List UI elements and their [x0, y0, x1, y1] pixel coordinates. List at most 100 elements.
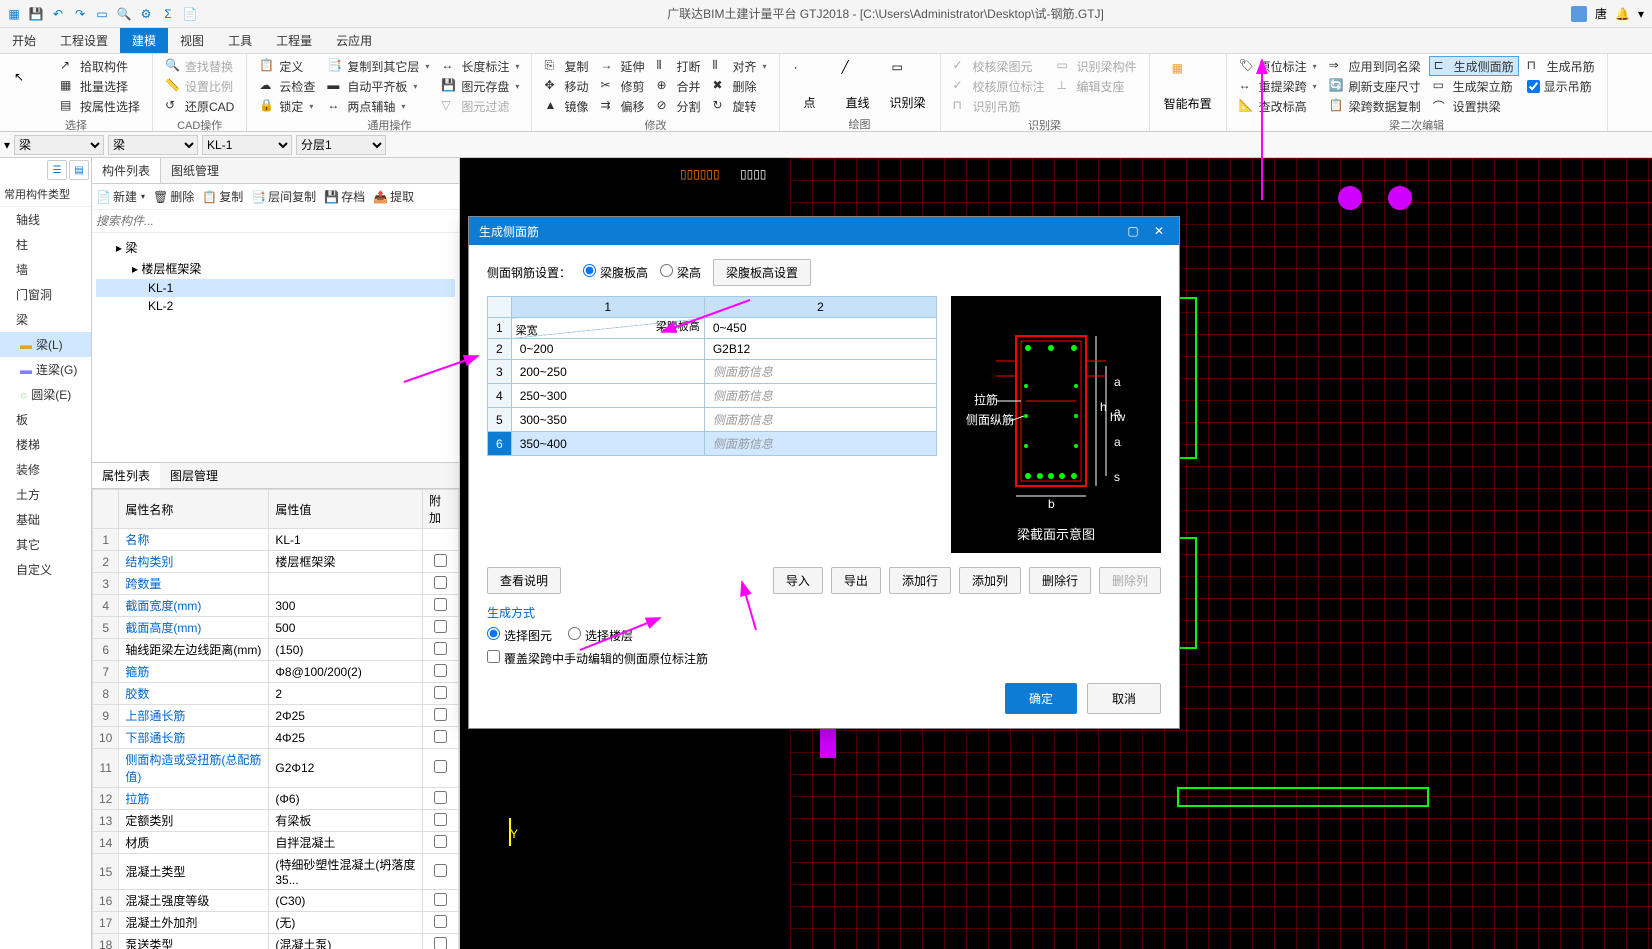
lock[interactable]: 🔒锁定▾ — [255, 96, 319, 116]
merge[interactable]: ⊕合并 — [652, 76, 704, 96]
component-select[interactable]: KL-1 — [202, 135, 292, 155]
cell-a[interactable]: 300~350 — [511, 408, 704, 432]
dlg-row[interactable]: 20~200G2B12 — [488, 339, 937, 360]
extra-checkbox[interactable] — [434, 813, 447, 826]
tab-modeling[interactable]: 建模 — [120, 28, 168, 53]
cat-custom[interactable]: 自定义 — [0, 557, 91, 582]
dlg-row[interactable]: 3200~250侧面筋信息 — [488, 360, 937, 384]
props-row[interactable]: 3跨数量 — [93, 573, 459, 595]
tree-leaf-kl1[interactable]: KL-1 — [96, 279, 455, 297]
qat-settings-icon[interactable]: ⚙ — [136, 4, 156, 24]
show-hanger[interactable]: 显示吊筋 — [1523, 76, 1599, 96]
props-row[interactable]: 7箍筋Φ8@100/200(2) — [93, 661, 459, 683]
prop-extra[interactable] — [423, 661, 459, 683]
set-arch-beam[interactable]: ⌒设置拱梁 — [1429, 96, 1519, 116]
prop-value[interactable]: (Φ6) — [269, 788, 423, 810]
rebar-table[interactable]: 1 2 1梁腹板高梁宽0~45020~200G2B123200~250侧面筋信息… — [487, 296, 937, 456]
prop-extra[interactable] — [423, 551, 459, 573]
cat-coupling-beam[interactable]: ▬连梁(G) — [0, 357, 91, 382]
point-button[interactable]: ·点 — [788, 56, 832, 115]
trim[interactable]: ✂修剪 — [596, 76, 648, 96]
cat-foundation[interactable]: 基础 — [0, 507, 91, 532]
cat-beam-L[interactable]: ▬梁(L) — [0, 332, 91, 357]
tab-drawing-mgmt[interactable]: 图纸管理 — [161, 158, 229, 183]
line-button[interactable]: ╱直线 — [836, 56, 880, 115]
toggle-list-icon[interactable]: ☰ — [47, 160, 67, 180]
cell-b[interactable]: 侧面筋信息 — [704, 432, 936, 456]
cat-wall[interactable]: 墙 — [0, 257, 91, 282]
refresh-support[interactable]: 🔄刷新支座尺寸 — [1325, 76, 1425, 96]
qat-undo-icon[interactable]: ↶ — [48, 4, 68, 24]
cat-stair[interactable]: 楼梯 — [0, 432, 91, 457]
prop-extra[interactable] — [423, 617, 459, 639]
pick-component[interactable]: ↗拾取构件 — [56, 56, 144, 76]
prop-value[interactable]: 楼层框架梁 — [269, 551, 423, 573]
qat-region-icon[interactable]: ▭ — [92, 4, 112, 24]
prop-value[interactable]: Φ8@100/200(2) — [269, 661, 423, 683]
tree-leaf-kl2[interactable]: KL-2 — [96, 297, 455, 315]
props-row[interactable]: 10下部通长筋4Φ25 — [93, 727, 459, 749]
gen-frame-rebar[interactable]: ▭生成架立筋 — [1429, 76, 1519, 96]
dialog-titlebar[interactable]: 生成侧面筋 ▢ ✕ — [469, 217, 1179, 245]
prop-extra[interactable] — [423, 705, 459, 727]
dialog-minimize-icon[interactable]: ▢ — [1123, 221, 1143, 241]
prop-value[interactable]: (C30) — [269, 890, 423, 912]
tab-cloud[interactable]: 云应用 — [324, 28, 384, 53]
prop-value[interactable]: 自拌混凝土 — [269, 832, 423, 854]
span-data-copy[interactable]: 📋梁跨数据复制 — [1325, 96, 1425, 116]
cell-a[interactable]: 梁腹板高梁宽 — [511, 318, 704, 339]
tree-child[interactable]: ▸ 楼层框架梁 — [96, 258, 455, 279]
archive-button[interactable]: 💾存档 — [324, 188, 365, 205]
props-row[interactable]: 9上部通长筋2Φ25 — [93, 705, 459, 727]
qat-save-icon[interactable]: 💾 — [26, 4, 46, 24]
cat-other[interactable]: 其它 — [0, 532, 91, 557]
prop-extra[interactable] — [423, 595, 459, 617]
mirror[interactable]: ▲镜像 — [540, 96, 592, 116]
web-height-config-button[interactable]: 梁腹板高设置 — [713, 259, 811, 286]
extra-checkbox[interactable] — [434, 598, 447, 611]
props-row[interactable]: 16混凝土强度等级(C30) — [93, 890, 459, 912]
props-row[interactable]: 11侧面构造或受扭筋(总配筋值)G2Φ12 — [93, 749, 459, 788]
radio-web-height[interactable]: 梁腹板高 — [583, 264, 648, 281]
prop-value[interactable]: G2Φ12 — [269, 749, 423, 788]
prop-extra[interactable] — [423, 573, 459, 595]
dialog-close-icon[interactable]: ✕ — [1149, 221, 1169, 241]
copy-to-layer[interactable]: 📑复制到其它层▾ — [323, 56, 433, 76]
cell-a[interactable]: 0~200 — [511, 339, 704, 360]
cell-b[interactable]: 侧面筋信息 — [704, 408, 936, 432]
delete[interactable]: ✖删除 — [708, 76, 770, 96]
prop-value[interactable]: (混凝土泵) — [269, 934, 423, 949]
cat-column[interactable]: 柱 — [0, 232, 91, 257]
select-by-attr[interactable]: ▤按属性选择 — [56, 96, 144, 116]
cell-a[interactable]: 250~300 — [511, 384, 704, 408]
break[interactable]: ⦀打断 — [652, 56, 704, 76]
check-elev[interactable]: 📐查改标高 — [1235, 96, 1321, 116]
prop-value[interactable]: 500 — [269, 617, 423, 639]
extra-checkbox[interactable] — [434, 864, 447, 877]
re-extract-span[interactable]: ↔重提梁跨▾ — [1235, 76, 1321, 96]
cat-earth[interactable]: 土方 — [0, 482, 91, 507]
tab-start[interactable]: 开始 — [0, 28, 48, 53]
tab-project-settings[interactable]: 工程设置 — [48, 28, 120, 53]
copy-button[interactable]: 📋复制 — [202, 188, 243, 205]
extra-checkbox[interactable] — [434, 576, 447, 589]
prop-value[interactable] — [269, 573, 423, 595]
prop-extra[interactable] — [423, 727, 459, 749]
prop-extra[interactable] — [423, 934, 459, 949]
props-row[interactable]: 12拉筋(Φ6) — [93, 788, 459, 810]
prop-value[interactable]: 2 — [269, 683, 423, 705]
extend[interactable]: →延伸 — [596, 56, 648, 76]
dlg-row[interactable]: 4250~300侧面筋信息 — [488, 384, 937, 408]
prop-value[interactable]: (特细砂塑性混凝土(坍落度35... — [269, 854, 423, 890]
cat-axis[interactable]: 轴线 — [0, 207, 91, 232]
tab-tools[interactable]: 工具 — [216, 28, 264, 53]
props-row[interactable]: 18泵送类型(混凝土泵) — [93, 934, 459, 949]
cat-slab[interactable]: 板 — [0, 407, 91, 432]
prop-value[interactable]: 4Φ25 — [269, 727, 423, 749]
radio-select-elem[interactable]: 选择图元 — [487, 627, 552, 644]
props-row[interactable]: 13定额类别有梁板 — [93, 810, 459, 832]
props-row[interactable]: 5截面高度(mm)500 — [93, 617, 459, 639]
override-checkbox[interactable]: 覆盖梁跨中手动编辑的侧面原位标注筋 — [487, 652, 708, 666]
radio-select-floor[interactable]: 选择楼层 — [568, 627, 633, 644]
prop-value[interactable]: KL-1 — [269, 529, 423, 551]
